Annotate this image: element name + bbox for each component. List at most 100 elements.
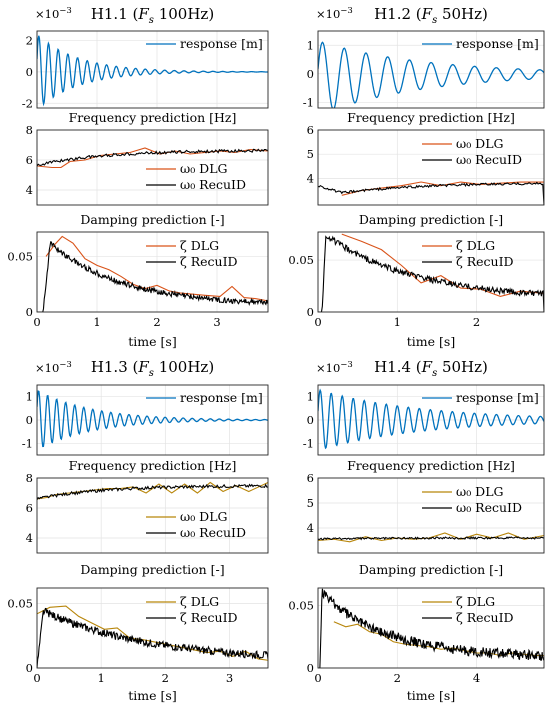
legend-label: response [m] xyxy=(180,390,263,405)
series-line-response-response xyxy=(37,390,268,448)
y-tick-label: 0.05 xyxy=(7,596,33,610)
x-tick-label: 0 xyxy=(33,671,40,685)
y-tick-label: 6 xyxy=(307,123,314,137)
y-tick-label: 4 xyxy=(26,531,33,545)
series-line-damping-recuid xyxy=(318,588,544,668)
y-tick-label: -1 xyxy=(22,436,33,450)
legend-label: ζ RecuID xyxy=(456,610,514,625)
panel-title: H1.3 (Fs 100Hz) xyxy=(91,358,214,379)
series-line-damping-dlg xyxy=(333,621,544,657)
series-line-frequency-dlg xyxy=(37,147,268,169)
x-tick-label: 3 xyxy=(226,671,233,685)
legend-label: ω₀ DLG xyxy=(180,161,228,176)
title-prefix: H1.3 ( xyxy=(91,358,139,376)
y-tick-label: 0 xyxy=(307,67,314,81)
title-suffix: 50Hz) xyxy=(437,358,488,376)
exponent-base: ×10 xyxy=(316,7,340,21)
axis-exponent: ×10−3 xyxy=(35,360,72,375)
legend-label: ζ RecuID xyxy=(180,254,238,269)
axis-exponent: ×10−3 xyxy=(316,6,353,21)
damping-subplot-title: Damping prediction [-] xyxy=(80,212,224,227)
x-tick-label: 0 xyxy=(314,315,321,329)
series-line-frequency-recuid xyxy=(318,536,544,541)
x-axis-label: time [s] xyxy=(407,334,455,349)
y-tick-label: 0 xyxy=(26,305,33,319)
y-tick-label: -1 xyxy=(303,436,314,450)
title-prefix: H1.4 ( xyxy=(374,358,422,376)
x-tick-label: 2 xyxy=(394,671,401,685)
series-line-frequency-recuid xyxy=(37,148,268,167)
axes-box xyxy=(36,477,269,554)
y-tick-label: 5 xyxy=(307,496,314,510)
axes-box xyxy=(36,129,269,206)
axes-box xyxy=(317,30,545,109)
x-tick-label: 4 xyxy=(473,671,480,685)
legend-label: ω₀ DLG xyxy=(456,136,504,151)
title-prefix: H1.1 ( xyxy=(91,5,139,23)
y-tick-label: 4 xyxy=(26,183,33,197)
frequency-subplot-title: Frequency prediction [Hz] xyxy=(69,458,237,473)
legend-label: ω₀ RecuID xyxy=(180,177,246,192)
x-tick-label: 1 xyxy=(394,315,401,329)
y-tick-label: -2 xyxy=(22,96,33,110)
y-tick-label: 0.05 xyxy=(288,253,314,267)
axes-box xyxy=(317,587,545,669)
axes-box xyxy=(36,30,269,109)
y-tick-label: 6 xyxy=(26,153,33,167)
series-line-frequency-recuid xyxy=(318,181,544,205)
legend-label: ζ RecuID xyxy=(456,254,514,269)
title-prefix: H1.2 ( xyxy=(374,5,422,23)
title-fs: F xyxy=(421,5,433,23)
y-tick-label: 0.05 xyxy=(7,249,33,263)
legend-label: ω₀ DLG xyxy=(180,509,228,524)
frequency-subplot-title: Frequency prediction [Hz] xyxy=(69,110,237,125)
legend: response [m] xyxy=(422,36,539,51)
title-fs: F xyxy=(137,358,149,376)
exponent-power: −3 xyxy=(59,360,72,370)
y-tick-label: -1 xyxy=(303,95,314,109)
legend: response [m] xyxy=(422,390,539,405)
legend: response [m] xyxy=(146,36,263,51)
title-fs: F xyxy=(421,358,433,376)
y-tick-label: 1 xyxy=(307,38,314,52)
exponent-base: ×10 xyxy=(35,7,59,21)
series-line-response-response xyxy=(318,41,544,108)
y-tick-label: 6 xyxy=(26,501,33,515)
x-axis-label: time [s] xyxy=(128,334,176,349)
y-tick-label: 6 xyxy=(307,471,314,485)
series-line-frequency-dlg xyxy=(341,181,544,196)
axes-box xyxy=(317,384,545,456)
series-line-damping-dlg xyxy=(37,605,268,661)
x-tick-label: 1 xyxy=(98,671,105,685)
subplot-response-2: -1 0 1 response [m] xyxy=(303,30,545,109)
series-line-damping-recuid xyxy=(37,607,268,668)
frequency-subplot-title: Frequency prediction [Hz] xyxy=(347,110,515,125)
x-tick-label: 2 xyxy=(153,315,160,329)
y-tick-label: 8 xyxy=(26,471,33,485)
damping-subplot-title: Damping prediction [-] xyxy=(80,562,224,577)
exponent-base: ×10 xyxy=(316,361,340,375)
panel-title: H1.4 (Fs 50Hz) xyxy=(374,358,488,379)
axes-box xyxy=(317,129,545,206)
series-line-damping-recuid xyxy=(37,241,268,312)
y-tick-label: 0.05 xyxy=(288,599,314,613)
title-fs: F xyxy=(137,5,149,23)
legend-label: ω₀ RecuID xyxy=(456,500,522,515)
series-line-frequency-dlg xyxy=(37,481,268,500)
exponent-power: −3 xyxy=(340,360,353,370)
subplot-response-4: -1 0 1 response [m] xyxy=(303,384,545,456)
axis-exponent: ×10−3 xyxy=(316,360,353,375)
series-line-frequency-dlg xyxy=(318,532,544,543)
legend-label: ω₀ RecuID xyxy=(456,152,522,167)
legend-label: ζ DLG xyxy=(180,594,219,609)
